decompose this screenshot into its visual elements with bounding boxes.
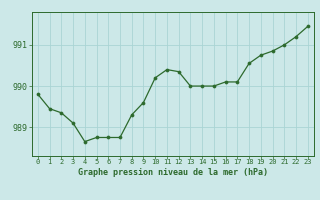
X-axis label: Graphe pression niveau de la mer (hPa): Graphe pression niveau de la mer (hPa): [78, 168, 268, 177]
